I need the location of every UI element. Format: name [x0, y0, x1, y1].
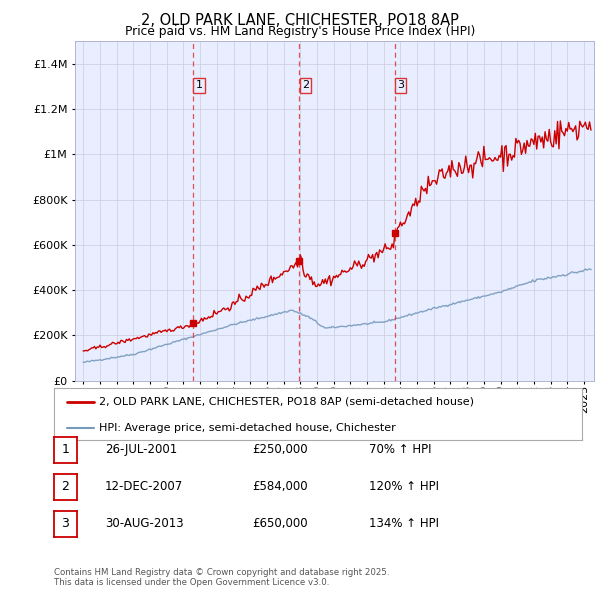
- Text: 3: 3: [397, 80, 404, 90]
- Text: 2, OLD PARK LANE, CHICHESTER, PO18 8AP: 2, OLD PARK LANE, CHICHESTER, PO18 8AP: [141, 12, 459, 28]
- Text: 1: 1: [196, 80, 202, 90]
- Text: 2, OLD PARK LANE, CHICHESTER, PO18 8AP (semi-detached house): 2, OLD PARK LANE, CHICHESTER, PO18 8AP (…: [99, 396, 474, 407]
- Text: 12-DEC-2007: 12-DEC-2007: [105, 480, 183, 493]
- Text: 134% ↑ HPI: 134% ↑ HPI: [369, 517, 439, 530]
- Text: 3: 3: [61, 517, 70, 530]
- Text: Price paid vs. HM Land Registry's House Price Index (HPI): Price paid vs. HM Land Registry's House …: [125, 25, 475, 38]
- Text: 2: 2: [302, 80, 309, 90]
- Text: £584,000: £584,000: [252, 480, 308, 493]
- Text: £250,000: £250,000: [252, 443, 308, 456]
- Text: 30-AUG-2013: 30-AUG-2013: [105, 517, 184, 530]
- Text: 2: 2: [61, 480, 70, 493]
- Text: 26-JUL-2001: 26-JUL-2001: [105, 443, 177, 456]
- Text: 1: 1: [61, 443, 70, 456]
- Text: 70% ↑ HPI: 70% ↑ HPI: [369, 443, 431, 456]
- Text: 120% ↑ HPI: 120% ↑ HPI: [369, 480, 439, 493]
- Text: £650,000: £650,000: [252, 517, 308, 530]
- Text: Contains HM Land Registry data © Crown copyright and database right 2025.
This d: Contains HM Land Registry data © Crown c…: [54, 568, 389, 587]
- Text: HPI: Average price, semi-detached house, Chichester: HPI: Average price, semi-detached house,…: [99, 422, 395, 432]
